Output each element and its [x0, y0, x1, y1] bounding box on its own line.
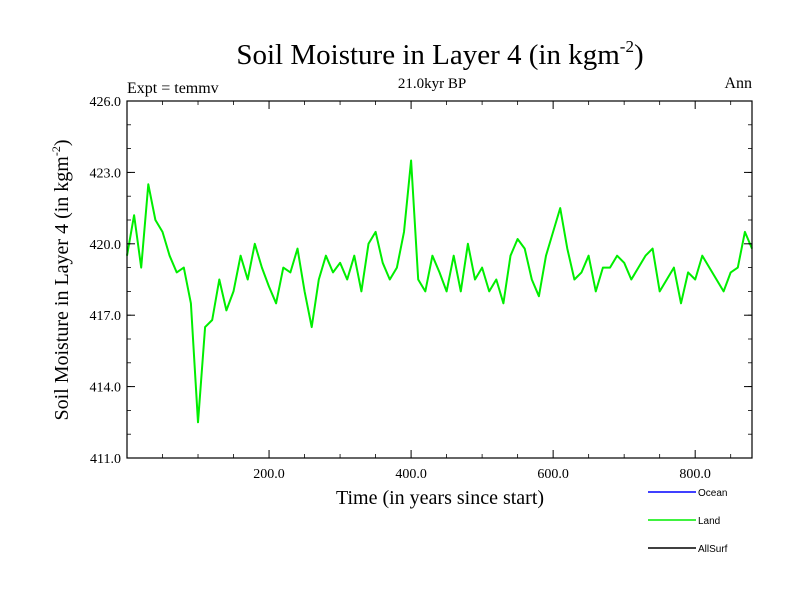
x-tick-label: 200.0	[253, 467, 285, 482]
y-tick-label: 414.0	[90, 381, 122, 396]
series-line-land	[126, 159, 753, 424]
plot-frame	[126, 100, 753, 459]
legend-label-land: Land	[698, 516, 720, 527]
y-tick-label: 417.0	[90, 309, 122, 324]
x-tick-label: 400.0	[395, 467, 427, 482]
experiment-label: Expt = temmv	[127, 80, 219, 97]
legend-label-allsurf: AllSurf	[698, 544, 728, 555]
y-tick-label: 420.0	[90, 238, 122, 253]
y-axis-label: Soil Moisture in Layer 4 (in kgm-2)	[49, 139, 73, 420]
y-tick-label: 426.0	[90, 95, 122, 110]
chart-subtitle: 21.0kyr BP	[398, 76, 466, 92]
x-axis-label: Time (in years since start)	[336, 487, 544, 509]
season-label: Ann	[724, 75, 752, 92]
y-tick-label: 423.0	[90, 166, 122, 181]
legend-label-ocean: Ocean	[698, 488, 727, 499]
x-tick-label: 600.0	[537, 467, 569, 482]
y-tick-label: 411.0	[90, 452, 121, 467]
x-tick-label: 800.0	[679, 467, 711, 482]
chart-title: Soil Moisture in Layer 4 (in kgm-2)	[236, 37, 643, 71]
